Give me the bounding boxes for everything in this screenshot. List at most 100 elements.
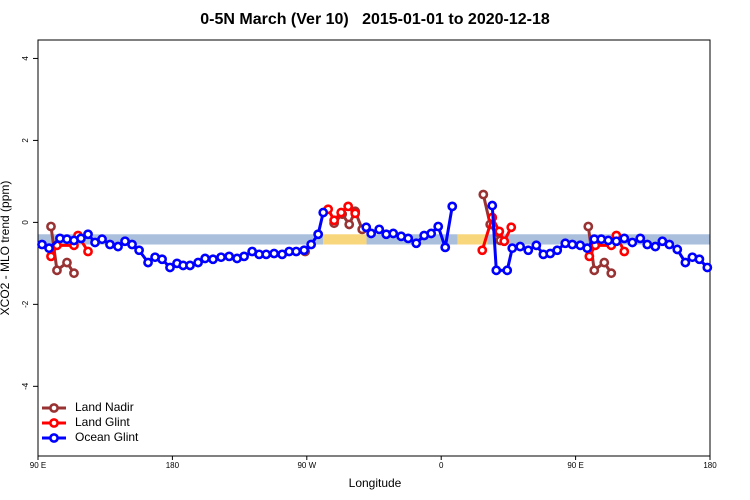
data-point <box>306 239 317 250</box>
data-point <box>165 262 175 273</box>
data-point <box>619 246 630 257</box>
data-point <box>583 221 594 232</box>
data-point <box>366 228 377 239</box>
data-point <box>603 235 614 246</box>
x-tick-label: 90 W <box>297 461 316 470</box>
data-point <box>343 201 354 212</box>
data-point <box>361 222 372 233</box>
y-tick-label: -2 <box>21 300 30 308</box>
data-point <box>239 251 249 262</box>
data-point <box>299 245 310 256</box>
data-point <box>403 233 414 244</box>
data-point <box>589 265 600 276</box>
data-point <box>426 228 437 239</box>
x-axis-label: Longitude <box>349 476 402 490</box>
data-point <box>127 239 137 250</box>
data-point <box>44 243 54 254</box>
data-point <box>200 253 211 264</box>
data-point <box>105 239 115 250</box>
reference-band <box>323 234 367 245</box>
legend-label: Land Nadir <box>75 400 134 414</box>
reference-band <box>457 234 488 245</box>
data-point <box>491 265 502 276</box>
x-tick-label: 0 <box>439 461 444 470</box>
data-point <box>157 254 167 265</box>
y-tick-label: 2 <box>21 138 30 143</box>
data-point <box>216 252 226 263</box>
x-tick-label: 90 E <box>567 461 583 470</box>
data-point <box>487 200 498 211</box>
x-tick-label: 180 <box>703 461 717 470</box>
data-point <box>113 241 123 252</box>
data-point <box>52 265 62 276</box>
data-point <box>502 265 513 276</box>
data-point <box>411 238 422 249</box>
data-point <box>499 236 510 247</box>
data-point <box>83 229 93 240</box>
data-point <box>627 237 638 248</box>
data-point <box>374 224 385 235</box>
data-point <box>642 239 653 250</box>
data-point <box>208 254 218 265</box>
data-point <box>447 201 458 212</box>
data-point <box>680 257 691 268</box>
y-axis-label: XCO2 - MLO trend (ppm) <box>0 181 12 316</box>
data-point <box>694 254 705 265</box>
data-point <box>567 239 578 250</box>
chart-title: 0-5N March (Ver 10) 2015-01-01 to 2020-1… <box>200 11 550 28</box>
legend-label: Ocean Glint <box>75 430 139 444</box>
data-point <box>611 236 622 247</box>
data-point <box>336 207 347 218</box>
data-point <box>582 243 593 254</box>
data-point <box>313 229 324 240</box>
data-point <box>494 226 505 237</box>
data-point <box>635 233 646 244</box>
data-point <box>478 189 489 200</box>
data-point <box>62 257 72 268</box>
data-point <box>606 268 617 279</box>
data-point <box>388 228 399 239</box>
data-point <box>291 246 302 257</box>
data-point <box>329 215 340 226</box>
legend-label: Land Glint <box>75 415 130 429</box>
data-point <box>507 243 518 254</box>
legend-marker <box>49 418 59 428</box>
data-point <box>261 249 272 260</box>
data-point <box>672 244 683 255</box>
data-point <box>477 245 488 256</box>
data-point <box>523 245 534 256</box>
data-point <box>134 245 144 256</box>
reference-band <box>38 234 324 245</box>
data-point <box>193 257 203 268</box>
data-point <box>185 260 195 271</box>
data-point <box>650 241 661 252</box>
data-point <box>584 251 595 262</box>
legend-marker <box>49 433 59 443</box>
y-tick-label: -4 <box>21 382 30 390</box>
data-point <box>269 248 279 259</box>
data-point <box>37 239 47 250</box>
data-point <box>83 246 93 257</box>
data-point <box>440 242 451 253</box>
data-point <box>433 221 444 232</box>
data-point <box>664 239 675 250</box>
y-tick-label: 4 <box>21 56 30 61</box>
x-tick-label: 180 <box>166 461 180 470</box>
data-point <box>702 262 713 273</box>
data-point <box>318 207 329 218</box>
data-point <box>46 221 56 232</box>
data-point <box>76 233 86 244</box>
y-tick-label: 0 <box>21 220 30 225</box>
data-point <box>69 268 79 279</box>
data-point <box>350 208 361 219</box>
plot-frame <box>37 39 711 457</box>
data-point <box>599 257 610 268</box>
data-point <box>552 245 563 256</box>
data-point <box>531 240 542 251</box>
data-point <box>619 233 630 244</box>
data-point <box>506 222 517 233</box>
data-point <box>143 257 153 268</box>
data-point <box>224 251 235 262</box>
x-tick-label: 90 E <box>30 461 46 470</box>
